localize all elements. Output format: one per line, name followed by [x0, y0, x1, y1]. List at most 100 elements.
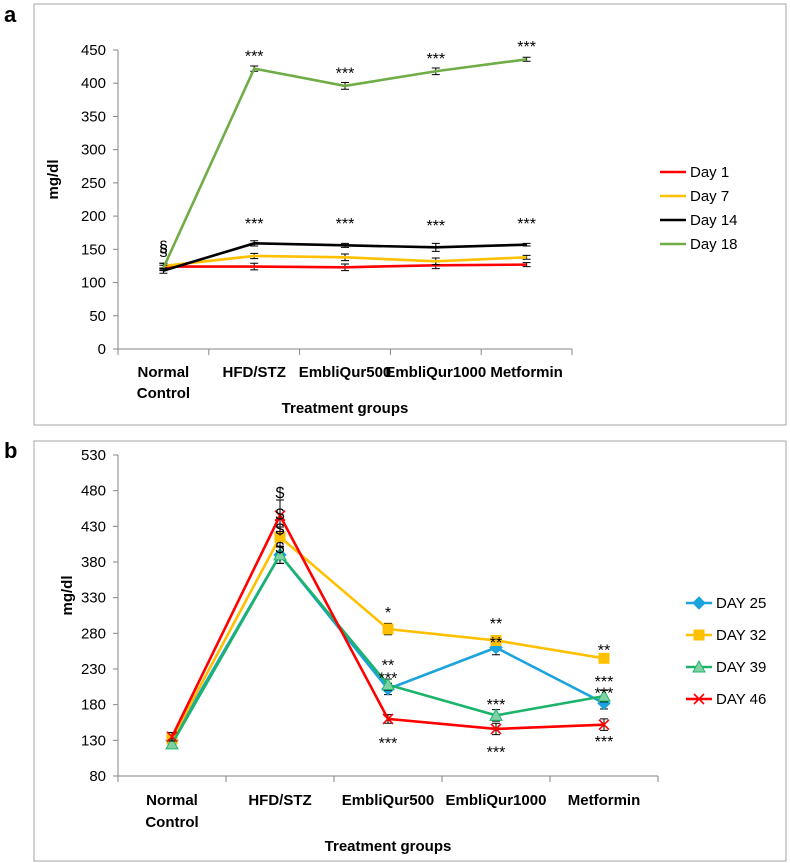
- significance-marker: ***: [336, 66, 355, 83]
- legend-label: Day 1: [690, 164, 729, 181]
- significance-marker: $: [276, 540, 285, 557]
- legend-marker: [693, 693, 705, 705]
- data-point: [382, 623, 394, 635]
- series-line-day-1: [163, 263, 527, 269]
- error-bar: [522, 262, 531, 268]
- y-tick-label: 150: [81, 241, 106, 258]
- y-tick-label: 80: [89, 768, 106, 785]
- panel-label-a: a: [4, 2, 17, 27]
- significance-marker: $: [276, 485, 285, 502]
- legend-label: DAY 25: [716, 595, 766, 612]
- x-tick-label: Control: [145, 814, 198, 831]
- chart-a: 0 50 100 150 200 250 300 350 400 450 Normal Control…: [45, 39, 738, 417]
- chart-a-frame: [33, 3, 787, 426]
- significance-marker: ***: [487, 697, 506, 714]
- x-tick-label: EmbliQur1000: [385, 364, 486, 381]
- x-tick-label: HFD/STZ: [248, 792, 311, 809]
- data-point: [273, 547, 287, 561]
- data-point: [490, 723, 502, 735]
- significance-marker: ***: [517, 39, 536, 56]
- significance-marker: ***: [379, 735, 398, 752]
- y-tick-label: 330: [81, 590, 106, 607]
- x-tick-label: Metformin: [568, 792, 641, 809]
- significance-marker: ***: [595, 734, 614, 751]
- y-tick-label: 280: [81, 625, 106, 642]
- significance-marker: ***: [245, 48, 264, 65]
- x-tick-label: Normal: [138, 364, 190, 381]
- y-tick-label: 380: [81, 554, 106, 571]
- chart-b: 80 130 180 230 280 330 380 430 480 530 Normal Contr…: [59, 447, 766, 855]
- data-point: [382, 713, 394, 725]
- significance-marker: *: [385, 605, 391, 622]
- data-point: [274, 510, 286, 522]
- y-tick-label: 200: [81, 208, 106, 225]
- y-tick-label: 300: [81, 142, 106, 159]
- data-point: [597, 689, 611, 702]
- significance-marker: **: [490, 616, 502, 633]
- significance-marker: ***: [517, 216, 536, 233]
- data-point: [166, 731, 178, 743]
- data-point: [598, 719, 610, 731]
- error-bar: [522, 254, 531, 260]
- legend-marker: [692, 659, 706, 673]
- x-tick-label: Normal: [146, 792, 198, 809]
- series-line-day-18: [162, 58, 527, 269]
- y-tick-label: 180: [81, 697, 106, 714]
- y-tick-label: 430: [81, 518, 106, 535]
- y-tick-label: 450: [81, 42, 106, 59]
- data-point: [489, 708, 503, 721]
- y-tick-label: 480: [81, 483, 106, 500]
- y-tick-label: 400: [81, 75, 106, 92]
- legend-label: Day 18: [690, 236, 738, 253]
- legend-label: DAY 32: [716, 627, 766, 644]
- series-line-day-7: [163, 254, 527, 268]
- x-axis-title: Treatment groups: [325, 838, 452, 855]
- x-tick-label: EmbliQur1000: [446, 792, 547, 809]
- significance-marker: **: [382, 658, 394, 675]
- legend-marker: [692, 596, 706, 610]
- significance-marker: **: [490, 635, 502, 652]
- significance-marker: ***: [426, 218, 445, 235]
- significance-marker: ***: [487, 745, 506, 762]
- y-tick-label: 100: [81, 275, 106, 292]
- x-tick-label: EmbliQur500: [342, 792, 435, 809]
- y-tick-label: 0: [98, 341, 106, 358]
- data-point: [490, 634, 502, 646]
- y-tick-label: 250: [81, 175, 106, 192]
- x-tick-label: HFD/STZ: [223, 364, 286, 381]
- significance-marker: $: [276, 521, 285, 538]
- legend-label: Day 7: [690, 188, 729, 205]
- data-point: [165, 736, 179, 750]
- x-axis-title: Treatment groups: [282, 400, 409, 417]
- y-tick-label: 130: [81, 732, 106, 749]
- data-point: [274, 531, 286, 543]
- significance-marker: $: [276, 506, 285, 523]
- y-axis-title: mg/dl: [59, 576, 76, 616]
- y-axis-title: mg/dl: [45, 160, 62, 200]
- y-tick-label: 50: [89, 308, 106, 325]
- legend-label: Day 14: [690, 212, 738, 229]
- series-line-day-14: [163, 242, 527, 272]
- y-tick-label: 350: [81, 108, 106, 125]
- legend-label: DAY 46: [716, 691, 766, 708]
- significance-marker: ***: [245, 216, 264, 233]
- y-tick-label: 230: [81, 661, 106, 678]
- y-tick-label: 530: [81, 447, 106, 464]
- significance-marker: §: [159, 242, 168, 259]
- significance-marker: ***: [426, 51, 445, 68]
- significance-marker: ***: [379, 670, 398, 687]
- legend-marker: [693, 629, 705, 641]
- chart-b-frame: [33, 440, 787, 862]
- x-tick-label: EmbliQur500: [299, 364, 392, 381]
- x-tick-label: Control: [137, 385, 190, 402]
- legend-label: DAY 39: [716, 659, 766, 676]
- x-tick-label: Metformin: [490, 364, 563, 381]
- significance-marker: ***: [336, 216, 355, 233]
- data-point: [598, 652, 610, 664]
- panel-label-b: b: [4, 438, 18, 463]
- significance-marker: §: [159, 239, 168, 256]
- significance-marker: **: [598, 643, 610, 660]
- data-point: [381, 677, 395, 691]
- significance-marker: ***: [595, 674, 614, 691]
